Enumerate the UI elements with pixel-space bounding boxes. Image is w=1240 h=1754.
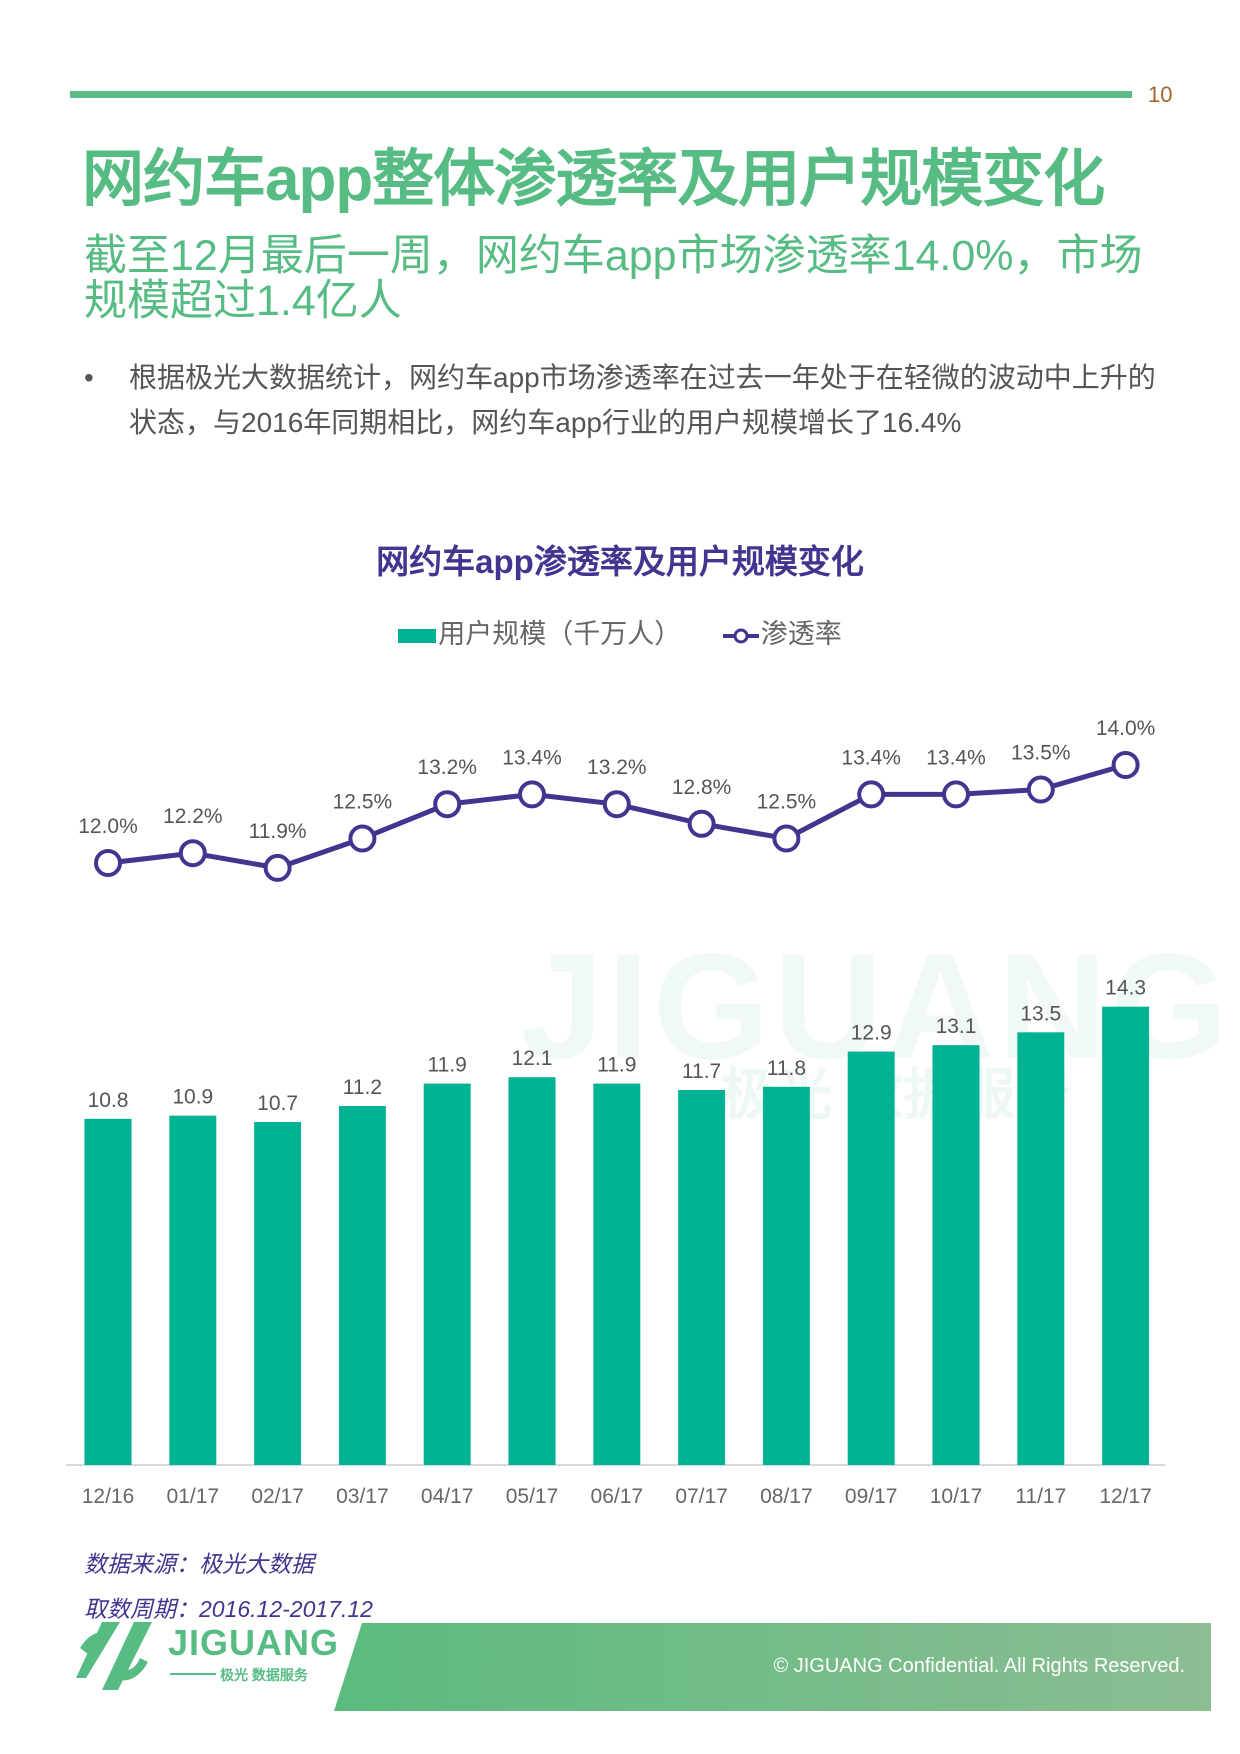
line-data-label: 14.0%	[1096, 717, 1156, 740]
line-point	[602, 790, 631, 819]
bar-data-label: 13.1	[936, 1015, 977, 1038]
x-tick-label: 11/17	[1015, 1485, 1066, 1508]
chart-legend: 用户规模（千万人） 渗透率	[0, 612, 1240, 651]
bar	[338, 1106, 386, 1465]
bar-data-label: 10.9	[172, 1086, 213, 1109]
x-tick-label: 02/17	[251, 1485, 304, 1508]
bar	[1017, 1032, 1065, 1465]
bar-data-label: 11.8	[767, 1057, 806, 1080]
x-tick-label: 04/17	[421, 1485, 474, 1508]
line-data-label: 11.9%	[249, 820, 307, 843]
legend-label: 用户规模（千万人）	[438, 619, 682, 649]
bar	[169, 1115, 217, 1465]
line-point	[433, 790, 462, 819]
line-point	[348, 824, 377, 853]
bar-data-label: 12.9	[851, 1022, 892, 1045]
line-data-label: 13.4%	[926, 746, 986, 769]
data-source: 数据来源：极光大数据	[84, 1551, 314, 1577]
x-tick-label: 07/17	[675, 1485, 728, 1508]
x-tick-label: 12/16	[82, 1485, 135, 1508]
bar	[593, 1083, 641, 1465]
line-data-label: 12.0%	[78, 815, 138, 838]
x-tick-label: 06/17	[591, 1485, 644, 1508]
chart-title: 网约车app渗透率及用户规模变化	[376, 543, 864, 580]
line-data-label: 13.2%	[587, 756, 647, 779]
x-tick-label: 01/17	[167, 1485, 220, 1508]
bar	[762, 1086, 810, 1465]
line-data-label: 13.5%	[1011, 742, 1071, 765]
bar	[847, 1051, 895, 1465]
bar-data-label: 12.1	[512, 1047, 553, 1070]
x-tick-label: 12/17	[1099, 1485, 1152, 1508]
x-tick-label: 08/17	[760, 1485, 813, 1508]
jiguang-logo-icon	[76, 1622, 152, 1690]
logo-text: JIGUANG	[168, 1622, 340, 1663]
line-data-label: 12.5%	[757, 791, 817, 814]
page-subtitle: 截至12月最后一周，网约车app市场渗透率14.0%，市场规模超过1.4亿人	[84, 232, 1143, 325]
page-title: 网约车app整体渗透率及用户规模变化	[82, 145, 1105, 214]
line-data-label: 13.4%	[841, 746, 901, 769]
line-point	[857, 780, 886, 809]
bullet-text: 根据极光大数据统计，网约车app市场渗透率在过去一年处于在轻微的波动中上升的状态…	[129, 362, 1156, 438]
bar	[423, 1083, 471, 1465]
bar	[932, 1045, 980, 1465]
line-data-label: 12.5%	[333, 791, 393, 814]
line-point	[94, 849, 122, 877]
bar-data-label: 14.3	[1105, 977, 1146, 1000]
line-data-label: 12.8%	[672, 776, 732, 799]
bullet-icon: •	[84, 362, 94, 393]
x-tick-label: 09/17	[845, 1485, 898, 1508]
x-tick-label: 05/17	[506, 1485, 559, 1508]
bar-data-label: 10.7	[257, 1092, 298, 1115]
bar-data-label: 10.8	[88, 1089, 129, 1112]
bar	[254, 1122, 302, 1465]
legend-label: 渗透率	[760, 619, 842, 649]
legend-line-marker-icon	[722, 628, 759, 644]
bar	[1102, 1006, 1150, 1465]
bar-data-label: 11.2	[343, 1076, 382, 1099]
logo-subtext: 极光 数据服务	[220, 1667, 308, 1683]
line-point	[1111, 751, 1140, 779]
bar	[508, 1077, 556, 1465]
line-point	[178, 839, 207, 868]
bar	[84, 1118, 132, 1465]
line-point	[518, 780, 546, 809]
logo-rule	[170, 1673, 216, 1675]
x-tick-label: 03/17	[336, 1485, 389, 1508]
line-point	[942, 780, 970, 809]
x-tick-label: 10/17	[930, 1485, 983, 1508]
line-point	[263, 853, 292, 882]
legend-item-penetration: 渗透率	[721, 612, 842, 651]
legend-item-users: 用户规模（千万人）	[398, 612, 681, 651]
copyright: © JIGUANG Confidential. All Rights Reser…	[773, 1655, 1185, 1677]
line-point	[772, 824, 801, 853]
bar-data-label: 11.7	[682, 1060, 721, 1083]
bar	[678, 1090, 726, 1465]
line-data-label: 13.4%	[502, 746, 562, 769]
footer-band: © JIGUANG Confidential. All Rights Reser…	[334, 1623, 1211, 1711]
legend-bar-swatch	[398, 628, 437, 643]
data-period: 取数周期：2016.12-2017.12	[84, 1596, 373, 1622]
bar-data-label: 11.9	[597, 1054, 636, 1077]
bar-data-label: 11.9	[428, 1054, 467, 1077]
line-data-label: 12.2%	[163, 805, 223, 828]
line-point	[1026, 775, 1055, 804]
bar-data-label: 13.5	[1020, 1002, 1061, 1025]
page-number: 10	[1148, 82, 1173, 107]
header-rule	[70, 91, 1132, 98]
line-point	[687, 809, 716, 838]
line-data-label: 13.2%	[417, 756, 477, 779]
